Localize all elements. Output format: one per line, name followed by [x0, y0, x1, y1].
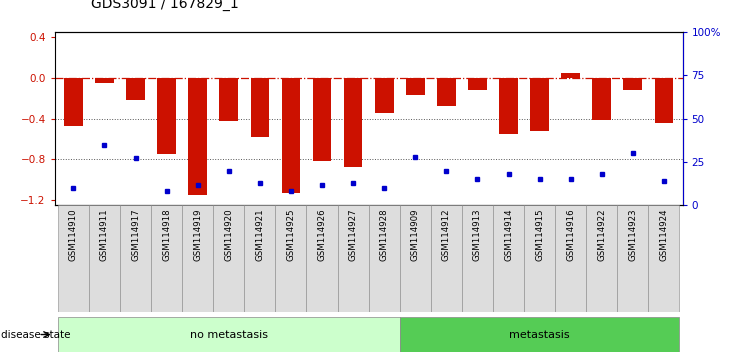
- Bar: [618, 205, 648, 312]
- Bar: [337, 205, 369, 312]
- Bar: [555, 205, 586, 312]
- Bar: [58, 317, 400, 352]
- Bar: [623, 78, 642, 90]
- Bar: [126, 78, 145, 100]
- Bar: [400, 205, 431, 312]
- Bar: [593, 78, 611, 120]
- Bar: [58, 205, 89, 312]
- Text: no metastasis: no metastasis: [190, 330, 268, 339]
- Text: disease state: disease state: [1, 330, 70, 339]
- Text: GSM114913: GSM114913: [473, 209, 482, 261]
- Text: GSM114911: GSM114911: [100, 209, 109, 261]
- Bar: [375, 78, 393, 114]
- Bar: [245, 205, 275, 312]
- Bar: [431, 205, 462, 312]
- Bar: [307, 205, 337, 312]
- Bar: [400, 317, 680, 352]
- Bar: [120, 205, 151, 312]
- Bar: [530, 78, 549, 131]
- Bar: [188, 78, 207, 195]
- Text: GSM114919: GSM114919: [193, 209, 202, 261]
- Bar: [312, 78, 331, 161]
- Bar: [344, 78, 362, 166]
- Bar: [151, 205, 182, 312]
- Bar: [499, 78, 518, 134]
- Bar: [157, 78, 176, 154]
- Bar: [250, 78, 269, 137]
- Text: GSM114925: GSM114925: [286, 209, 296, 261]
- Text: GSM114916: GSM114916: [566, 209, 575, 261]
- Bar: [437, 78, 456, 106]
- Text: metastasis: metastasis: [510, 330, 570, 339]
- Text: GSM114914: GSM114914: [504, 209, 513, 261]
- Bar: [406, 78, 425, 95]
- Text: GSM114921: GSM114921: [255, 209, 264, 261]
- Bar: [89, 205, 120, 312]
- Bar: [586, 205, 618, 312]
- Text: GSM114923: GSM114923: [629, 209, 637, 261]
- Bar: [655, 78, 673, 123]
- Text: GSM114917: GSM114917: [131, 209, 140, 261]
- Bar: [462, 205, 493, 312]
- Bar: [648, 205, 680, 312]
- Text: GSM114920: GSM114920: [224, 209, 234, 261]
- Bar: [468, 78, 487, 90]
- Text: GSM114928: GSM114928: [380, 209, 388, 261]
- Bar: [282, 78, 300, 193]
- Text: GSM114910: GSM114910: [69, 209, 78, 261]
- Bar: [213, 205, 245, 312]
- Bar: [561, 73, 580, 78]
- Bar: [524, 205, 555, 312]
- Bar: [275, 205, 307, 312]
- Bar: [64, 78, 82, 126]
- Text: GSM114918: GSM114918: [162, 209, 171, 261]
- Text: GSM114927: GSM114927: [349, 209, 358, 261]
- Text: GSM114909: GSM114909: [411, 209, 420, 261]
- Text: GSM114926: GSM114926: [318, 209, 326, 261]
- Bar: [220, 78, 238, 121]
- Bar: [95, 78, 114, 83]
- Text: GSM114924: GSM114924: [659, 209, 669, 261]
- Text: GSM114915: GSM114915: [535, 209, 544, 261]
- Bar: [493, 205, 524, 312]
- Text: GDS3091 / 167829_1: GDS3091 / 167829_1: [91, 0, 239, 11]
- Bar: [182, 205, 213, 312]
- Bar: [369, 205, 400, 312]
- Text: GSM114912: GSM114912: [442, 209, 451, 261]
- Text: GSM114922: GSM114922: [597, 209, 606, 261]
